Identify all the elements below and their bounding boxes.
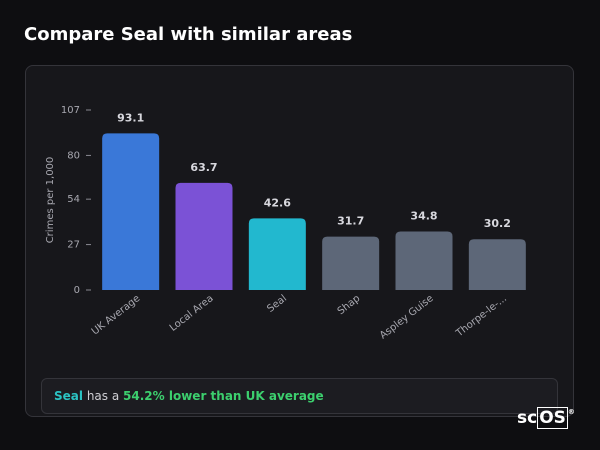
bar	[322, 236, 380, 290]
x-tick-label: Shap	[336, 293, 363, 317]
summary: Seal has a 54.2% lower than UK average	[41, 378, 558, 414]
bar	[248, 218, 306, 290]
bar	[395, 231, 453, 290]
value-label: 42.6	[264, 196, 291, 209]
x-tick-label: Seal	[265, 293, 289, 315]
value-label: 93.1	[117, 111, 144, 124]
y-tick-label: 27	[67, 240, 80, 251]
logo-text: sc	[517, 408, 538, 428]
y-axis-label: Crimes per 1,000	[45, 157, 56, 244]
y-tick-label: 54	[67, 194, 80, 205]
value-label: 34.8	[410, 209, 437, 222]
bar	[468, 239, 526, 290]
x-tick-label: Aspley Guise	[378, 293, 436, 341]
y-tick-label: 80	[67, 150, 80, 161]
logo: sc OS ®	[517, 407, 575, 429]
page-title: Compare Seal with similar areas	[24, 24, 353, 45]
summary-text: has a	[86, 389, 120, 403]
x-tick-label: UK Average	[90, 293, 143, 337]
logo-box: OS	[537, 407, 568, 429]
x-tick-label: Thorpe-le-...	[454, 293, 510, 340]
summary-comparison: 54.2% lower than UK average	[123, 389, 324, 403]
bar	[102, 133, 160, 290]
summary-area: Seal	[54, 389, 83, 403]
y-tick-label: 0	[74, 285, 80, 296]
value-label: 31.7	[337, 215, 364, 228]
value-label: 63.7	[190, 161, 217, 174]
bar	[175, 182, 233, 290]
logo-mark: ®	[567, 408, 575, 416]
y-tick-label: 107	[61, 105, 80, 116]
x-tick-label: Local Area	[168, 293, 216, 334]
value-label: 30.2	[484, 217, 511, 230]
